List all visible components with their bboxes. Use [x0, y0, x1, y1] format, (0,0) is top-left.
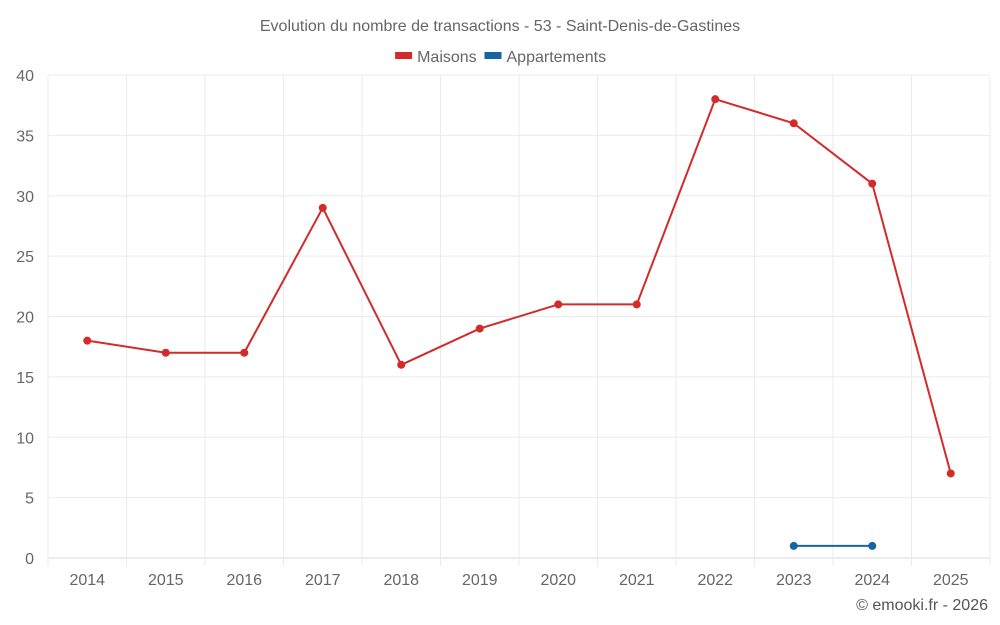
- data-point-maisons-2022[interactable]: [711, 95, 720, 104]
- x-tick-label: 2019: [462, 572, 498, 589]
- data-point-maisons-2017[interactable]: [318, 203, 327, 212]
- y-tick-label: 30: [16, 189, 34, 206]
- data-point-maisons-2020[interactable]: [554, 300, 563, 309]
- legend-swatch-appartements[interactable]: [484, 52, 502, 59]
- data-point-maisons-2019[interactable]: [475, 324, 484, 333]
- x-tick-label: 2024: [854, 572, 890, 589]
- series-layer: [83, 95, 955, 550]
- x-axis-ticks: 2014 2015 2016 2017 2018 2019 2020 2021 2022 2023…: [69, 572, 968, 589]
- y-tick-label: 5: [25, 491, 34, 508]
- x-tick-label: 2023: [776, 572, 812, 589]
- y-tick-label: 10: [16, 430, 34, 447]
- y-tick-label: 25: [16, 249, 34, 266]
- data-point-maisons-2025[interactable]: [946, 469, 955, 478]
- x-tick-label: 2016: [226, 572, 262, 589]
- x-tick-label: 2018: [383, 572, 419, 589]
- x-tick-label: 2015: [148, 572, 184, 589]
- series-maisons: [83, 95, 955, 478]
- x-tick-label: 2020: [540, 572, 576, 589]
- legend-label-appartements[interactable]: Appartements: [507, 49, 607, 66]
- series-appartements: [789, 541, 877, 550]
- series-line-maisons: [87, 98, 952, 474]
- x-gridlines: [47, 75, 991, 566]
- legend-swatch-maisons[interactable]: [395, 52, 413, 59]
- data-point-appartements-2024[interactable]: [868, 541, 877, 550]
- y-tick-label: 15: [16, 370, 34, 387]
- data-point-maisons-2015[interactable]: [161, 348, 170, 357]
- chart-title: Evolution du nombre de transactions - 53…: [260, 18, 740, 35]
- x-tick-label: 2022: [697, 572, 733, 589]
- data-point-maisons-2024[interactable]: [868, 179, 877, 188]
- data-point-maisons-2023[interactable]: [789, 119, 798, 128]
- data-point-maisons-2018[interactable]: [397, 360, 406, 369]
- data-point-maisons-2014[interactable]: [83, 336, 92, 345]
- x-tick-label: 2017: [305, 572, 341, 589]
- y-tick-label: 20: [16, 310, 34, 327]
- legend: Maisons Appartements: [395, 49, 606, 66]
- x-tick-label: 2021: [619, 572, 655, 589]
- y-tick-label: 35: [16, 128, 34, 145]
- credit-text: © emooki.fr - 2026: [856, 597, 988, 614]
- x-tick-label: 2025: [933, 572, 969, 589]
- y-axis-ticks: 0 5 10 15 20 25 30 35 40: [16, 68, 34, 568]
- y-tick-label: 0: [25, 551, 34, 568]
- data-point-maisons-2016[interactable]: [240, 348, 249, 357]
- legend-label-maisons[interactable]: Maisons: [417, 49, 477, 66]
- data-point-appartements-2023[interactable]: [789, 541, 798, 550]
- data-point-maisons-2021[interactable]: [632, 300, 641, 309]
- x-tick-label: 2014: [69, 572, 105, 589]
- y-tick-label: 40: [16, 68, 34, 85]
